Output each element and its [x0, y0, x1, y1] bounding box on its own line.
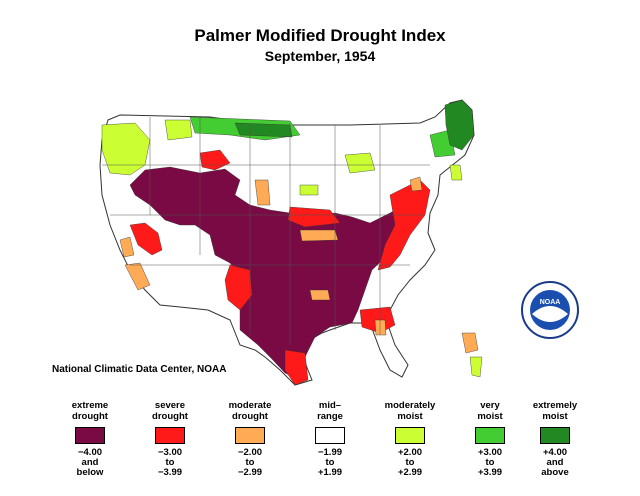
region-moderate-drought-ca2	[119, 236, 135, 258]
region-moderate-drought-ny	[409, 176, 423, 192]
legend-label: extremely moist	[532, 400, 578, 422]
legend-item: very moist +3.00 to +3.99	[455, 398, 525, 478]
region-moderate-drought-ca	[124, 262, 151, 291]
legend-item: extremely moist +4.00 and above	[520, 398, 590, 478]
legend-item: mid– range −1.99 to +1.99	[295, 398, 365, 478]
legend-label: very moist	[477, 400, 503, 422]
region-moderately-moist-ne	[449, 164, 463, 181]
legend-range: +4.00 and above	[541, 447, 569, 478]
legend-range: +3.00 to +3.99	[477, 447, 503, 478]
region-moderately-moist-mt	[164, 119, 193, 141]
region-moderate-drought-ms	[374, 319, 387, 336]
region-moderate-drought-fl	[461, 332, 479, 354]
legend-item: severe drought −3.00 to −3.99	[135, 398, 205, 478]
region-moderate-drought-ok	[309, 289, 331, 301]
map-subtitle: September, 1954	[264, 48, 376, 64]
region-severe-drought-plains	[287, 206, 341, 228]
legend-swatch	[395, 427, 425, 444]
legend-item: moderately moist +2.00 to +2.99	[375, 398, 445, 478]
legend-swatch	[475, 427, 505, 444]
legend-swatch	[235, 427, 265, 444]
legend-swatch	[75, 427, 105, 444]
credit-text: National Climatic Data Center, NOAA	[52, 364, 227, 375]
region-severe-drought-east	[377, 179, 431, 271]
state-borders	[102, 117, 430, 345]
region-extremely-moist-north	[234, 122, 293, 138]
legend-label: moderately moist	[384, 400, 436, 422]
legend-range: +2.00 to +2.99	[397, 447, 423, 478]
region-moderately-moist-ia	[299, 184, 319, 196]
legend-item: extreme drought −4.00 and below	[55, 398, 125, 478]
region-moderately-moist-mi	[344, 152, 376, 174]
legend: extreme drought −4.00 and below severe dro…	[50, 398, 590, 488]
map-title: Palmer Modified Drought Index	[194, 26, 446, 45]
legend-range: −4.00 and below	[76, 447, 104, 478]
region-moderate-drought-wy	[254, 179, 271, 206]
legend-range: −3.00 to −3.99	[157, 447, 183, 478]
legend-range: −1.99 to +1.99	[317, 447, 343, 478]
region-severe-drought-texas	[284, 349, 309, 386]
region-severe-drought-west	[129, 222, 163, 256]
region-moderately-moist-fl	[469, 356, 483, 378]
legend-swatch	[155, 427, 185, 444]
us-drought-map	[99, 99, 483, 386]
legend-swatch	[540, 427, 570, 444]
legend-range: −2.00 to −2.99	[237, 447, 263, 478]
legend-label: severe drought	[152, 400, 188, 422]
legend-swatch	[315, 427, 345, 444]
svg-text:NOAA: NOAA	[540, 299, 561, 306]
noaa-logo: NOAA	[521, 281, 579, 339]
region-moderate-drought-ks	[299, 229, 339, 242]
legend-label: mid– range	[317, 400, 343, 422]
legend-item: moderate drought −2.00 to −2.99	[215, 398, 285, 478]
legend-label: moderate drought	[228, 400, 272, 422]
legend-label: extreme drought	[71, 400, 109, 422]
region-moderately-moist-pnw	[101, 122, 151, 176]
region-extremely-moist-maine	[444, 99, 475, 151]
